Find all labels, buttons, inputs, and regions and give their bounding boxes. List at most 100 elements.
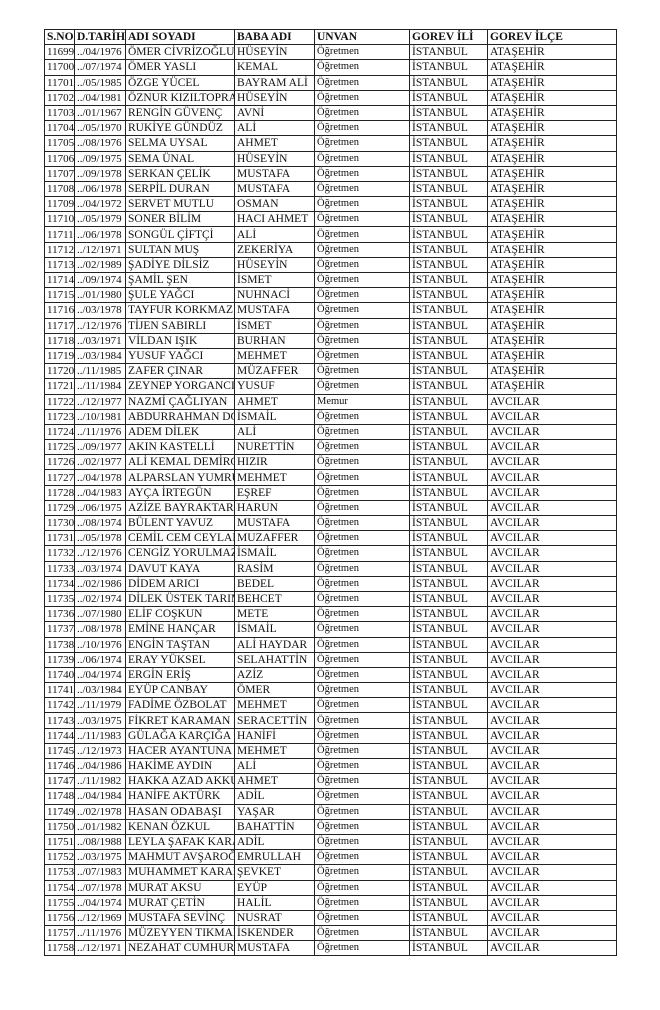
col-province-cell: İSTANBUL (409, 925, 488, 942)
col-title-cell: Öğretmen (314, 757, 410, 775)
table-row: 11707 ../09/1978 SERKAN ÇELİK MUSTAFA Öğretm… (44, 165, 617, 182)
table-row: 11758 ../12/1971 NEZAHAT CUMHUR MUSTAFA Öğre… (44, 940, 617, 957)
col-sno-cell: 11732 (44, 545, 75, 562)
col-province-cell: İSTANBUL (409, 773, 488, 790)
col-full-name-cell: ŞULE YAĞCI (125, 287, 235, 304)
table-header: S.NO D.TARİHİ ADI SOYADI BABA ADI UNVAN GOREV… (44, 28, 617, 46)
col-birth-date-cell: ../03/1975 (74, 849, 126, 866)
table-row: 11743 ../03/1975 FİKRET KARAMAN SERACETTİN Ö… (44, 712, 617, 729)
col-father-name-cell: MUZAFFER (234, 530, 315, 547)
col-sno-cell: 11745 (44, 742, 75, 760)
col-father-name-cell: ALİ (234, 120, 315, 137)
col-birth-date-cell: ../06/1978 (74, 180, 126, 198)
col-birth-date-cell: ../09/1977 (74, 439, 126, 456)
col-sno-cell: 11716 (44, 302, 75, 319)
col-title-cell: Öğretmen (314, 423, 410, 441)
col-province-cell: İSTANBUL (409, 439, 488, 456)
col-birth-date-cell: ../06/1978 (74, 226, 126, 243)
col-province-cell: İSTANBUL (409, 530, 488, 547)
col-full-name-cell: ŞAMİL ŞEN (125, 271, 235, 289)
col-full-name-cell: ZAFER ÇINAR (125, 363, 235, 380)
col-sno-cell: 11728 (44, 484, 75, 501)
col-full-name-cell: NEZAHAT CUMHUR (125, 940, 235, 957)
col-province-cell: İSTANBUL (409, 89, 488, 106)
table-row: 11714 ../09/1974 ŞAMİL ŞEN İSMET Öğretmen İST… (44, 271, 617, 289)
col-birth-date-cell: ../08/1974 (74, 514, 126, 532)
col-sno-cell: 11749 (44, 803, 75, 820)
col-father-name-cell: HÜSEYİN (234, 150, 315, 167)
col-birth-date-cell: ../04/1983 (74, 484, 126, 501)
col-province-cell: İSTANBUL (409, 833, 488, 851)
table-row: 11737 ../08/1978 EMİNE HANÇAR İSMAİL Öğretme… (44, 621, 617, 638)
col-province-cell: İSTANBUL (409, 788, 488, 805)
col-title-cell: Öğretmen (314, 74, 410, 91)
col-title-cell: Öğretmen (314, 575, 410, 592)
header-col-province: GOREV İLİ (409, 28, 488, 46)
col-sno-cell: 11731 (44, 530, 75, 547)
col-full-name-cell: ERGİN ERİŞ (125, 666, 235, 684)
col-father-name-cell: ADİL (234, 833, 315, 851)
col-province-cell: İSTANBUL (409, 120, 488, 137)
col-sno-cell: 11734 (44, 575, 75, 592)
col-district-cell: ATAŞEHİR (487, 256, 617, 274)
col-birth-date-cell: ../11/1976 (74, 423, 126, 441)
col-province-cell: İSTANBUL (409, 484, 488, 501)
col-title-cell: Öğretmen (314, 44, 410, 61)
col-full-name-cell: EYÜP CANBAY (125, 682, 235, 699)
col-district-cell: ATAŞEHİR (487, 135, 617, 152)
table-row: 11715 ../01/1980 ŞULE YAĞCI NUHNACİ Öğretmen… (44, 287, 617, 304)
col-province-cell: İSTANBUL (409, 287, 488, 304)
col-full-name-cell: DİDEM ARICI (125, 575, 235, 592)
col-province-cell: İSTANBUL (409, 74, 488, 91)
table-row: 11705 ../08/1976 SELMA UYSAL AHMET Öğretmen İ… (44, 135, 617, 152)
col-father-name-cell: HIZIR (234, 454, 315, 471)
col-birth-date-cell: ../04/1984 (74, 788, 126, 805)
col-birth-date-cell: ../05/1978 (74, 530, 126, 547)
col-district-cell: ATAŞEHİR (487, 104, 617, 122)
col-birth-date-cell: ../04/1978 (74, 469, 126, 486)
col-birth-date-cell: ../04/1976 (74, 44, 126, 61)
col-full-name-cell: CEMİL CEM CEYLAN (125, 530, 235, 547)
col-district-cell: ATAŞEHİR (487, 89, 617, 106)
col-full-name-cell: ENGİN TAŞTAN (125, 636, 235, 653)
col-district-cell: AVCILAR (487, 408, 617, 425)
table-row: 11709 ../04/1972 SERVET MUTLU OSMAN Öğretmen… (44, 196, 617, 213)
col-birth-date-cell: ../04/1974 (74, 894, 126, 911)
table-row: 11746 ../04/1986 HAKİME AYDIN ALİ Öğretmen İS… (44, 757, 617, 775)
col-province-cell: İSTANBUL (409, 682, 488, 699)
col-father-name-cell: YUSUF (234, 378, 315, 395)
col-title-cell: Öğretmen (314, 196, 410, 213)
col-sno-cell: 11753 (44, 864, 75, 881)
col-title-cell: Öğretmen (314, 727, 410, 744)
col-title-cell: Öğretmen (314, 302, 410, 319)
col-province-cell: İSTANBUL (409, 226, 488, 243)
col-province-cell: İSTANBUL (409, 575, 488, 592)
col-district-cell: AVCILAR (487, 925, 617, 942)
col-district-cell: AVCILAR (487, 651, 617, 668)
col-full-name-cell: SEMA ÜNAL (125, 150, 235, 167)
col-full-name-cell: TAYFUR KORKMAZ (125, 302, 235, 319)
col-title-cell: Öğretmen (314, 590, 410, 608)
col-title-cell: Öğretmen (314, 454, 410, 471)
col-father-name-cell: MUSTAFA (234, 165, 315, 182)
table-row: 11726 ../02/1977 ALİ KEMAL DEMİRCİ HIZIR Öğr… (44, 454, 617, 471)
table-row: 11712 ../12/1971 SULTAN MUŞ ZEKERİYA Öğretme… (44, 241, 617, 258)
col-father-name-cell: BEHCET (234, 590, 315, 608)
col-title-cell: Öğretmen (314, 666, 410, 684)
col-full-name-cell: HASAN ODABAŞI (125, 803, 235, 820)
col-father-name-cell: İSMET (234, 271, 315, 289)
col-birth-date-cell: ../12/1971 (74, 940, 126, 957)
col-district-cell: ATAŞEHİR (487, 378, 617, 395)
col-sno-cell: 11712 (44, 241, 75, 258)
col-province-cell: İSTANBUL (409, 651, 488, 668)
col-title-cell: Öğretmen (314, 545, 410, 562)
personnel-table: S.NO D.TARİHİ ADI SOYADI BABA ADI UNVAN GOREV… (44, 28, 617, 957)
col-sno-cell: 11720 (44, 363, 75, 380)
col-district-cell: AVCILAR (487, 636, 617, 653)
col-father-name-cell: NURETTİN (234, 439, 315, 456)
col-district-cell: ATAŞEHİR (487, 347, 617, 365)
col-province-cell: İSTANBUL (409, 849, 488, 866)
col-district-cell: ATAŞEHİR (487, 74, 617, 91)
